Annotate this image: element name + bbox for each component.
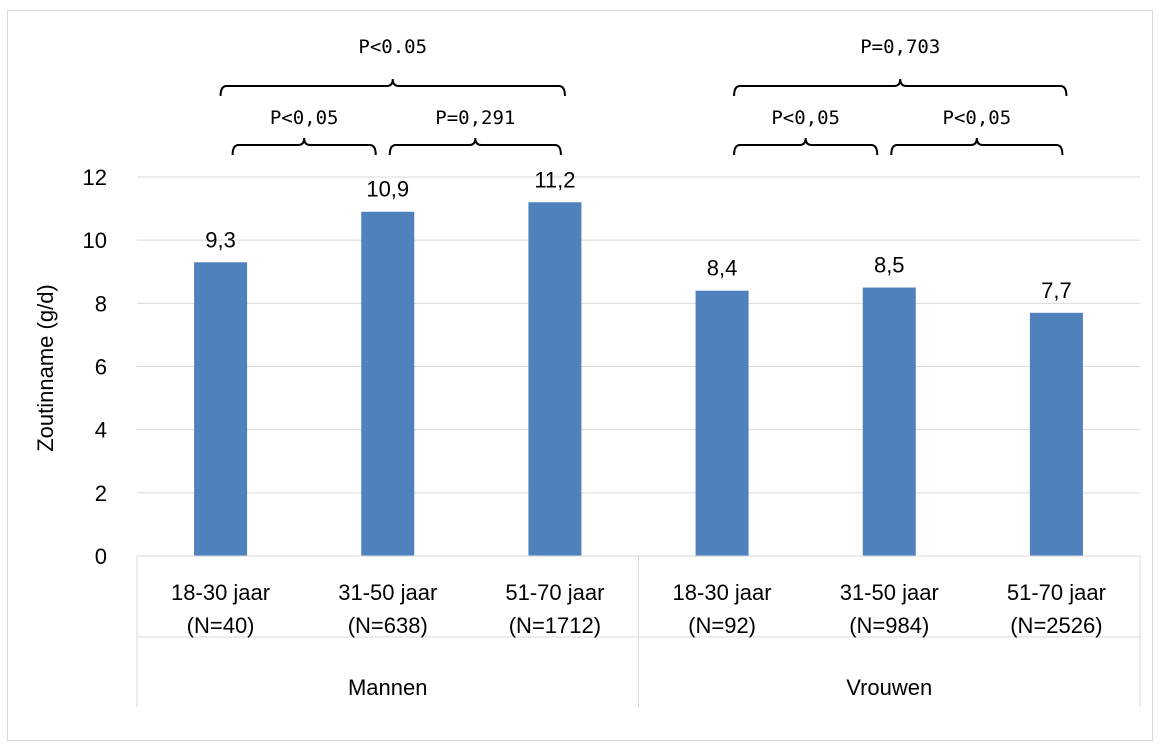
category-count-label: (N=40): [187, 613, 255, 638]
y-tick-label: 4: [95, 418, 107, 443]
data-label: 8,5: [874, 253, 905, 278]
data-label: 9,3: [205, 227, 236, 252]
significance-bracket: [388, 137, 562, 156]
bar: [862, 287, 916, 556]
bar: [1029, 312, 1083, 556]
y-tick-label: 0: [95, 544, 107, 569]
data-labels: 9,3 10,9 11,2 8,4 8,5 7,7: [205, 167, 1071, 303]
category-count-label: (N=1712): [509, 613, 601, 638]
data-label: 7,7: [1041, 278, 1072, 303]
category-label: 31-50 jaar: [840, 580, 939, 605]
y-tick-label: 12: [83, 165, 107, 190]
bar: [528, 202, 582, 556]
category-label: 51-70 jaar: [1007, 580, 1106, 605]
significance-annotations: P<0,05 P=0,291 P<0.05 P<0,05 P<0,05 P=0,703: [219, 36, 1068, 156]
gridlines: [137, 176, 1140, 494]
y-tick-label: 10: [83, 228, 107, 253]
significance-bracket: [890, 137, 1064, 156]
data-label: 10,9: [366, 177, 409, 202]
p-value-label: P<0,05: [943, 107, 1012, 129]
category-label: 31-50 jaar: [338, 580, 437, 605]
category-count-label: (N=92): [688, 613, 756, 638]
y-tick-label: 2: [95, 481, 107, 506]
p-value-label: P<0,05: [270, 107, 339, 129]
p-value-label: P=0,703: [860, 36, 940, 58]
y-axis-ticks: 0 2 4 6 8 10 12: [83, 165, 107, 569]
p-value-label: P<0,05: [771, 107, 840, 129]
significance-bracket: [733, 137, 879, 156]
y-tick-label: 6: [95, 355, 107, 380]
category-count-label: (N=984): [849, 613, 929, 638]
y-tick-label: 8: [95, 291, 107, 316]
category-count-label: (N=638): [348, 613, 428, 638]
y-axis-title: Zoutinname (g/d): [33, 284, 58, 452]
significance-bracket: [733, 78, 1068, 97]
significance-bracket: [231, 137, 377, 156]
category-label: 18-30 jaar: [171, 580, 270, 605]
x-axis: [136, 555, 1141, 707]
group-label: Mannen: [348, 675, 428, 700]
bar: [194, 262, 248, 556]
significance-bracket: [219, 78, 566, 97]
category-label: 18-30 jaar: [673, 580, 772, 605]
group-label: Vrouwen: [846, 675, 932, 700]
data-label: 8,4: [707, 256, 738, 281]
bar: [361, 211, 415, 556]
category-labels: 18-30 jaar (N=40) 31-50 jaar (N=638) 51-70 j…: [171, 580, 1106, 700]
category-label: 51-70 jaar: [505, 580, 604, 605]
data-label: 11,2: [534, 167, 575, 192]
p-value-label: P=0,291: [435, 107, 515, 129]
bars: [194, 202, 1083, 556]
p-value-label: P<0.05: [358, 36, 427, 58]
category-count-label: (N=2526): [1010, 613, 1102, 638]
bar: [695, 290, 749, 556]
